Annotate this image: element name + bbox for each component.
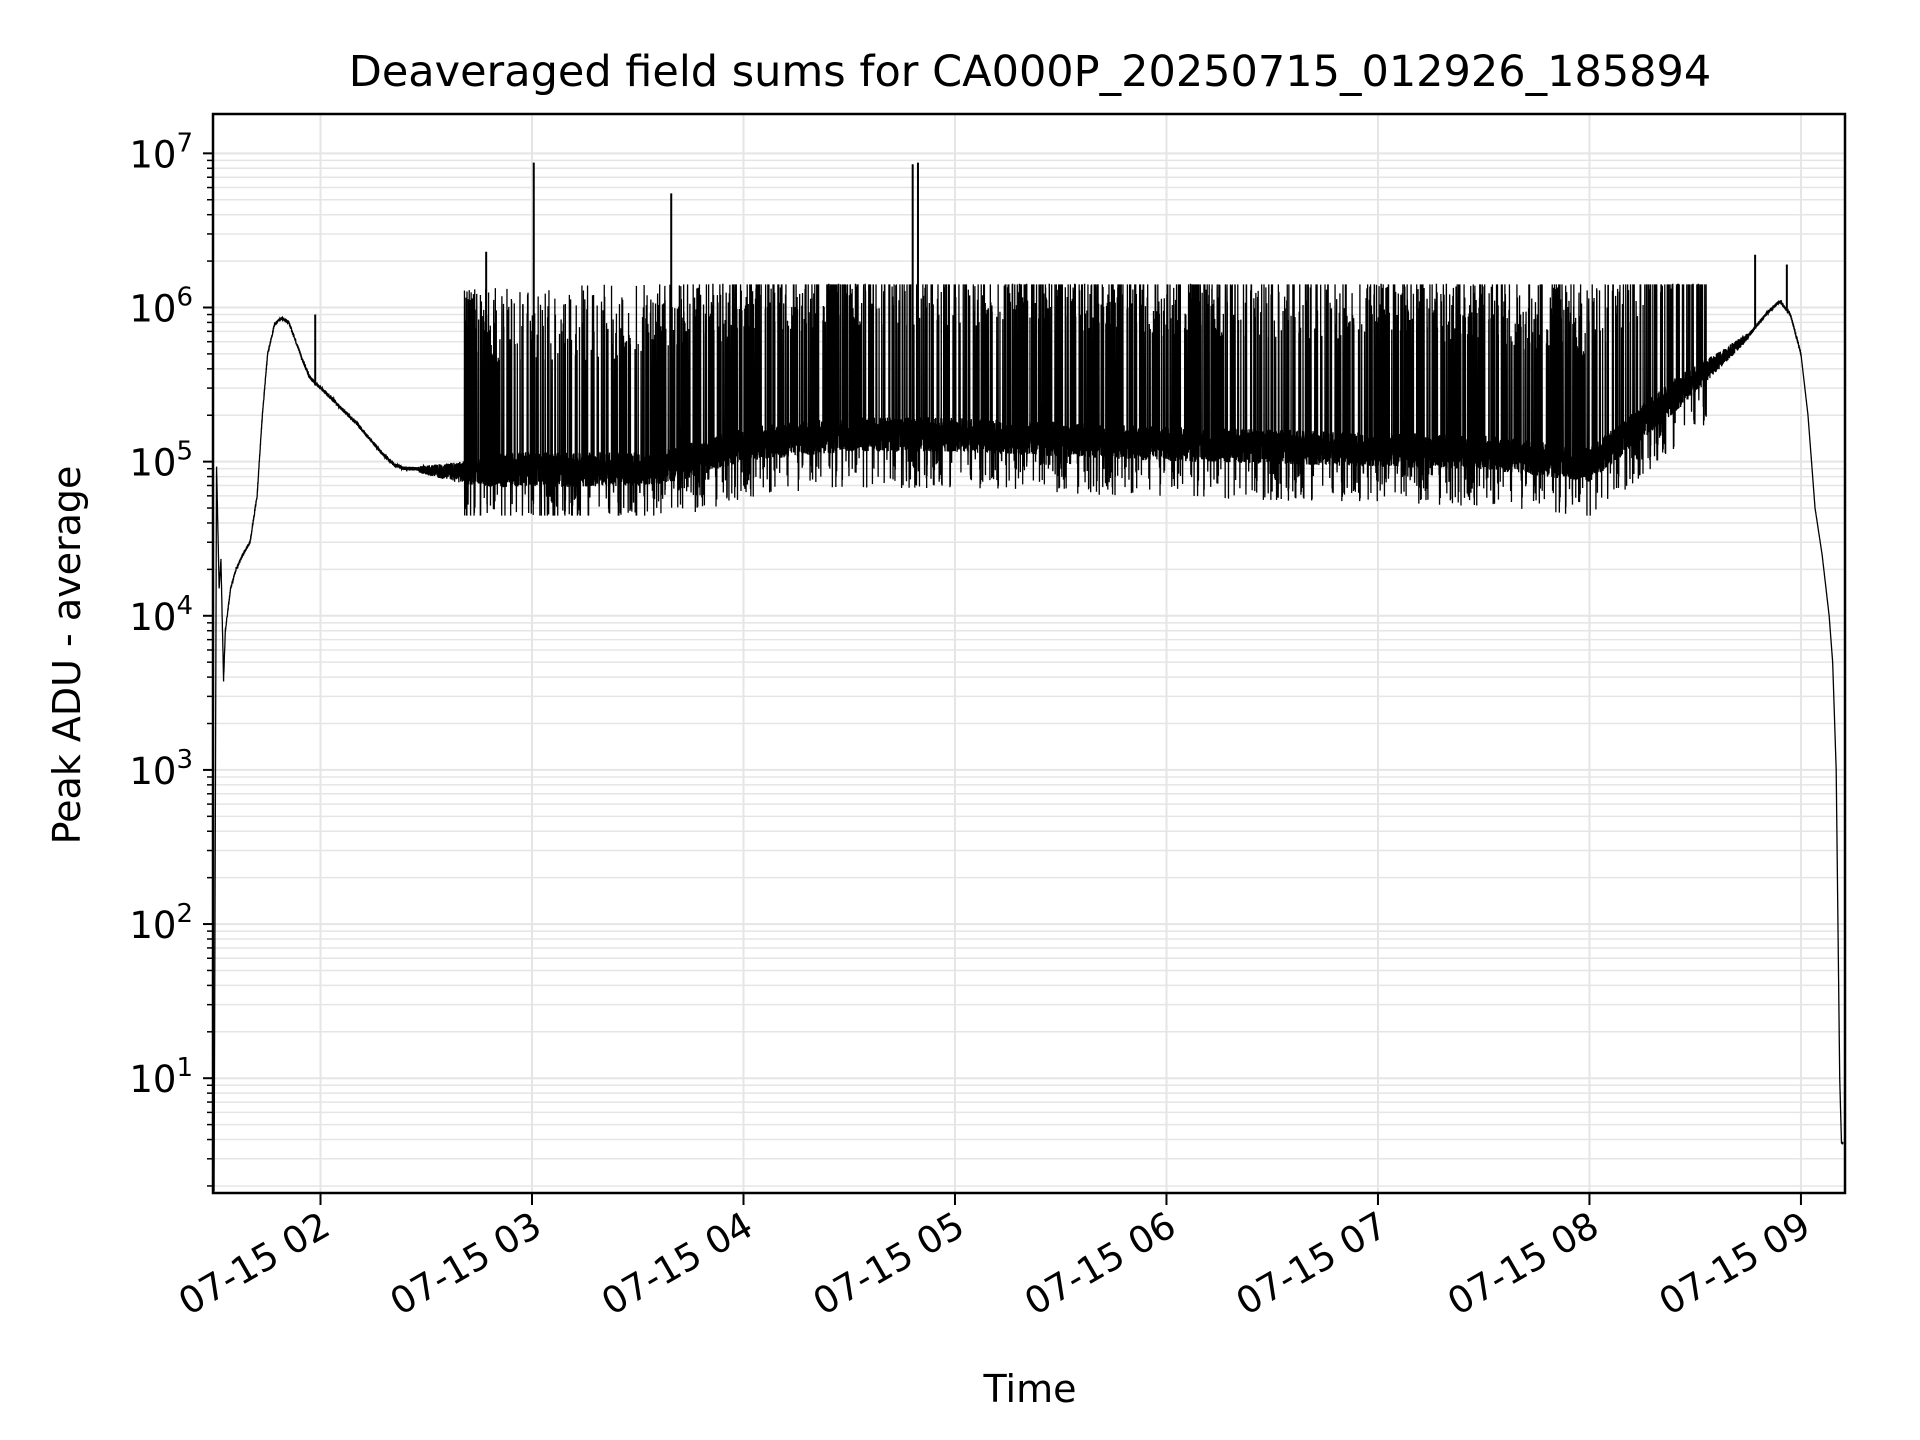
series-line — [213, 283, 1844, 1192]
y-tick-label: 104 — [129, 591, 193, 639]
y-tick-label: 103 — [129, 745, 193, 793]
y-axis-label: Peak ADU - average — [45, 466, 89, 845]
data-layer — [213, 162, 1844, 1192]
y-tick-label: 101 — [129, 1053, 193, 1101]
y-tick-label: 107 — [129, 128, 193, 176]
y-tick-label: 105 — [129, 437, 193, 485]
y-tick-label: 102 — [129, 899, 193, 947]
x-axis-label: Time — [983, 1367, 1077, 1411]
plot-frame — [211, 112, 1847, 1195]
chart-title: Deaveraged field sums for CA000P_2025071… — [349, 47, 1712, 97]
y-tick-label: 106 — [129, 282, 193, 330]
